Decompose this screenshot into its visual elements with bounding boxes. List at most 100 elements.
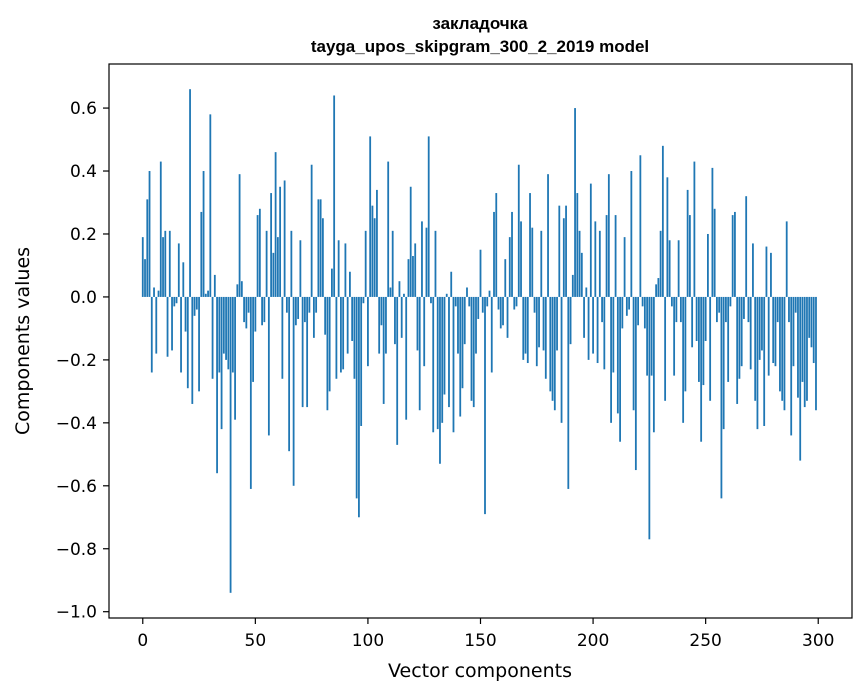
bar-273	[756, 296, 759, 430]
bar-292	[799, 296, 802, 461]
bar-1	[144, 259, 146, 297]
bar-16	[177, 243, 180, 297]
bar-51	[256, 215, 259, 297]
bar-167	[517, 164, 520, 297]
bar-130	[434, 230, 437, 297]
bar-183	[553, 296, 556, 411]
bar-228	[655, 284, 658, 297]
bar-58	[272, 252, 275, 297]
bar-264	[736, 296, 739, 404]
bar-294	[803, 296, 806, 408]
bar-269	[747, 296, 750, 323]
bar-127	[427, 136, 430, 297]
bar-231	[661, 145, 664, 297]
bar-204	[601, 296, 603, 323]
bar-197	[585, 287, 588, 297]
bar-120	[412, 256, 414, 297]
bar-79	[319, 199, 322, 297]
bar-241	[684, 296, 687, 392]
bar-28	[204, 293, 207, 297]
bar-109	[387, 161, 390, 297]
bar-144	[466, 287, 468, 297]
bar-92	[349, 271, 351, 297]
y-tick-label-6: −0.6	[56, 477, 97, 497]
bar-111	[391, 230, 394, 297]
bar-178	[542, 296, 545, 351]
bar-106	[380, 296, 383, 326]
bar-188	[565, 205, 567, 297]
bar-187	[562, 218, 565, 297]
bar-35	[220, 296, 223, 430]
bar-73	[306, 296, 309, 408]
bar-256	[718, 296, 721, 313]
x-tick-label-150: 150	[464, 631, 496, 651]
bar-37	[225, 296, 227, 360]
bar-282	[776, 296, 779, 323]
bar-149	[477, 296, 480, 319]
bar-277	[765, 246, 768, 297]
bar-172	[529, 193, 531, 297]
bar-236	[673, 296, 676, 376]
bar-113	[396, 296, 399, 445]
bar-31	[211, 296, 214, 379]
bar-151	[481, 296, 484, 313]
bar-50	[254, 296, 257, 332]
bar-49	[252, 296, 254, 382]
y-tick-label-2: 0.2	[70, 225, 97, 245]
bar-201	[594, 221, 597, 297]
bar-190	[569, 296, 572, 345]
x-axis-label: Vector components	[388, 660, 572, 682]
bar-238	[677, 240, 680, 297]
bar-20	[186, 296, 189, 389]
bar-202	[596, 296, 599, 364]
bar-287	[788, 296, 790, 323]
bar-38	[227, 296, 230, 370]
bar-182	[551, 296, 554, 401]
bar-214	[623, 237, 626, 297]
bar-85	[333, 95, 336, 297]
bar-194	[578, 230, 581, 297]
bar-275	[761, 296, 763, 351]
bar-59	[274, 152, 277, 297]
bar-191	[571, 274, 574, 297]
bar-218	[632, 296, 635, 411]
bar-114	[398, 281, 401, 297]
bar-43	[238, 174, 241, 297]
bar-11	[166, 296, 169, 357]
bar-193	[576, 193, 579, 297]
bar-184	[556, 296, 558, 351]
bar-45	[243, 296, 245, 323]
bar-146	[470, 296, 473, 401]
bar-260	[727, 296, 730, 382]
bar-23	[193, 296, 196, 316]
bar-265	[738, 296, 741, 379]
bar-74	[308, 296, 311, 313]
bar-95	[355, 296, 358, 499]
bar-5	[153, 287, 155, 297]
bar-288	[790, 296, 793, 436]
bar-261	[729, 296, 732, 307]
bar-291	[797, 296, 799, 398]
bar-274	[758, 296, 761, 360]
bar-266	[740, 296, 743, 367]
bar-48	[249, 296, 252, 489]
bar-185	[558, 205, 561, 297]
bar-93	[351, 296, 354, 341]
bar-80	[321, 218, 324, 297]
bar-47	[247, 296, 250, 313]
bar-134	[443, 296, 446, 395]
bar-148	[475, 296, 477, 354]
y-tick-label-7: −0.8	[56, 540, 97, 560]
bar-61	[279, 186, 282, 297]
bar-67	[292, 296, 295, 486]
bar-147	[472, 296, 475, 408]
bar-271	[752, 243, 754, 297]
y-tick-label-5: −0.4	[56, 414, 97, 434]
bar-69	[297, 296, 300, 319]
bar-124	[421, 221, 423, 297]
bar-198	[587, 296, 590, 360]
bar-161	[504, 259, 507, 297]
bar-29	[207, 290, 209, 297]
bar-240	[682, 296, 685, 423]
bar-26	[200, 211, 203, 297]
